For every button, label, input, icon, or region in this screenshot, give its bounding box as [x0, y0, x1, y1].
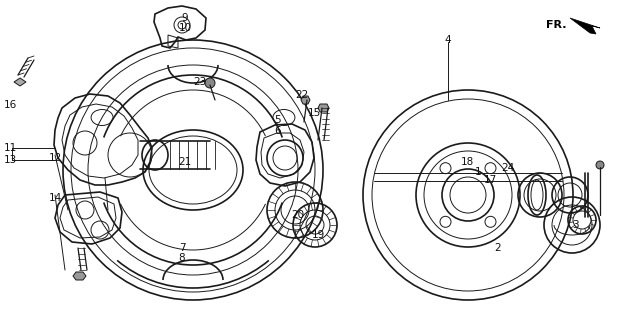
- Circle shape: [596, 161, 604, 169]
- Circle shape: [205, 78, 215, 88]
- Polygon shape: [318, 104, 329, 112]
- Text: 13: 13: [3, 155, 17, 165]
- Text: 15: 15: [307, 108, 321, 118]
- Polygon shape: [14, 78, 26, 86]
- Text: 23: 23: [193, 77, 207, 87]
- Text: 18: 18: [460, 157, 474, 167]
- Text: 14: 14: [48, 193, 61, 203]
- Text: 2: 2: [495, 243, 501, 253]
- Text: 9: 9: [182, 13, 188, 23]
- Text: 22: 22: [295, 90, 309, 100]
- Text: 10: 10: [178, 23, 192, 33]
- Text: 21: 21: [178, 157, 192, 167]
- Polygon shape: [301, 96, 310, 104]
- Text: 24: 24: [501, 163, 515, 173]
- Polygon shape: [73, 272, 86, 280]
- Text: 20: 20: [292, 210, 305, 220]
- Text: 19: 19: [311, 230, 325, 240]
- Text: 16: 16: [3, 100, 17, 110]
- Polygon shape: [570, 18, 600, 34]
- Text: 7: 7: [178, 243, 185, 253]
- Text: 6: 6: [275, 126, 281, 136]
- Text: 5: 5: [275, 115, 281, 125]
- Text: FR.: FR.: [546, 20, 567, 30]
- Text: 11: 11: [3, 143, 17, 153]
- Text: 12: 12: [48, 153, 61, 163]
- Text: 8: 8: [178, 253, 185, 263]
- Text: 1: 1: [475, 167, 481, 177]
- Text: 4: 4: [444, 35, 451, 45]
- Text: 3: 3: [572, 220, 578, 230]
- Text: 17: 17: [483, 175, 496, 185]
